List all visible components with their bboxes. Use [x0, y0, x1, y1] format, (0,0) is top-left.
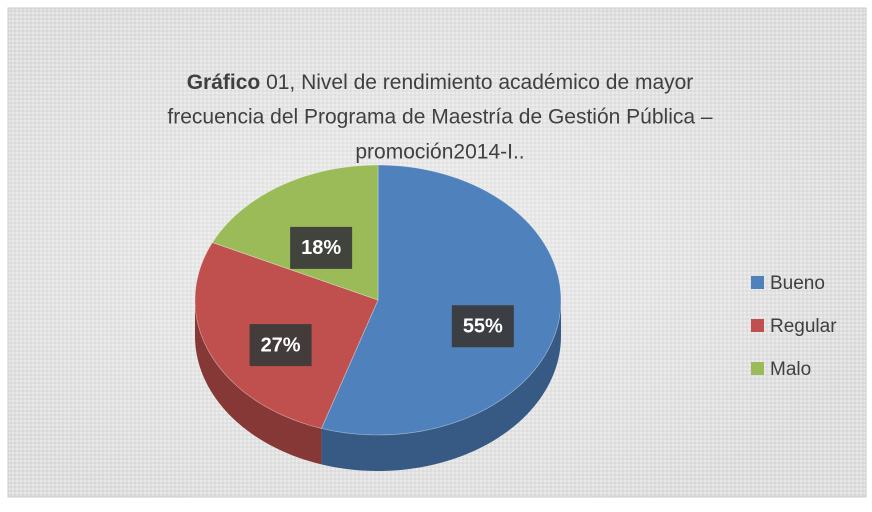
data-label: 18%: [301, 237, 341, 259]
chart-title: promoción2014-I..: [355, 141, 524, 164]
pie-side: [321, 300, 561, 471]
legend-label: Malo: [770, 359, 811, 380]
pie-slice: [320, 164, 562, 436]
legend-swatch: [751, 276, 764, 289]
data-label: 55%: [463, 316, 503, 338]
legend: Bueno Regular Malo: [751, 273, 837, 380]
data-label-box: [290, 226, 353, 269]
chart-title: frecuencia del Programa de Maestría de G…: [167, 106, 712, 129]
chart-title: Gráfico 01, Nivel de rendimiento académi…: [187, 71, 694, 94]
data-label-box: [451, 305, 514, 348]
data-label-box: [249, 324, 312, 367]
legend-label: Bueno: [770, 273, 825, 294]
pie-side: [195, 300, 322, 465]
pie: 55% 27% 18%: [194, 164, 562, 471]
legend-label: Regular: [770, 316, 837, 337]
data-label: 27%: [261, 334, 301, 356]
legend-swatch: [751, 319, 764, 332]
legend-swatch: [751, 362, 764, 375]
